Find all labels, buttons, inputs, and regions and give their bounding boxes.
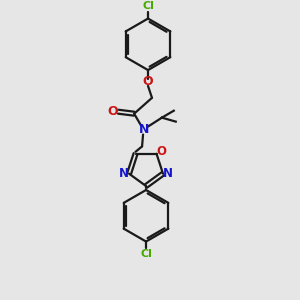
Text: N: N <box>139 123 149 136</box>
Text: N: N <box>119 167 129 180</box>
Text: N: N <box>163 167 173 180</box>
Text: Cl: Cl <box>142 1 154 11</box>
Text: O: O <box>143 76 153 88</box>
Text: O: O <box>157 145 166 158</box>
Text: O: O <box>107 105 118 118</box>
Text: Cl: Cl <box>140 249 152 260</box>
